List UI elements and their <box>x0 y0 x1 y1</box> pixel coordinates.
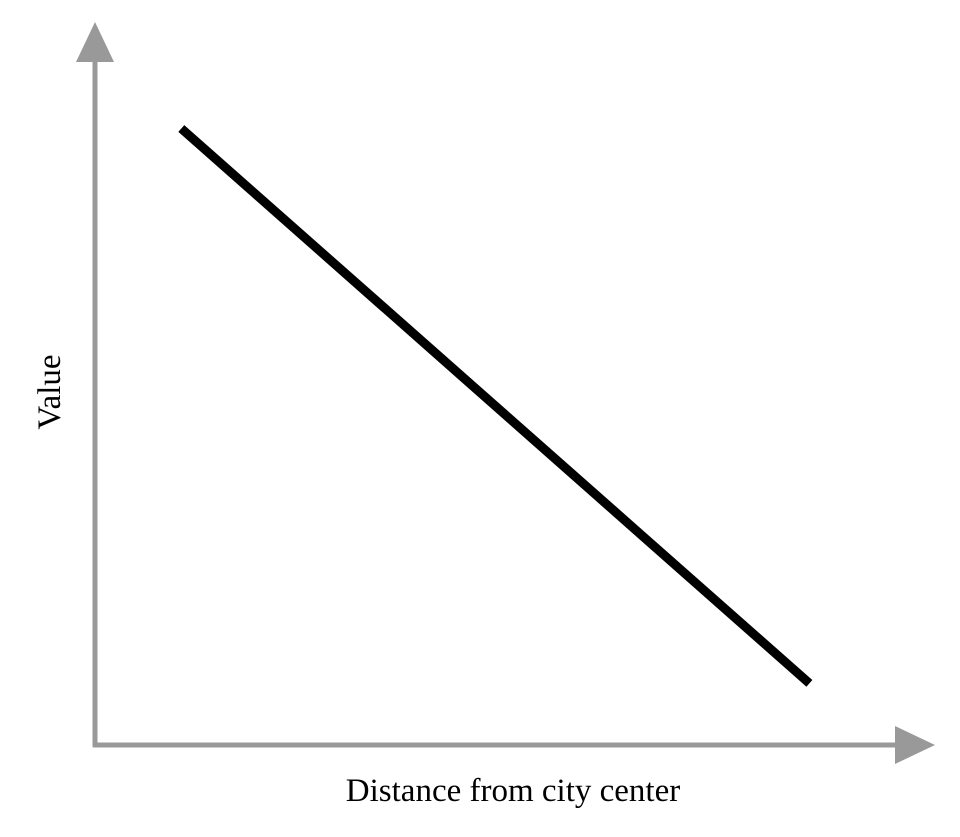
plot-area <box>178 125 813 687</box>
y-axis-title: Value <box>32 354 68 429</box>
x-axis-title: Distance from city center <box>346 773 680 809</box>
y-axis-arrowhead <box>76 22 114 62</box>
series-line-0 <box>178 125 813 687</box>
axes <box>76 22 935 764</box>
x-axis-arrowhead <box>895 726 935 764</box>
